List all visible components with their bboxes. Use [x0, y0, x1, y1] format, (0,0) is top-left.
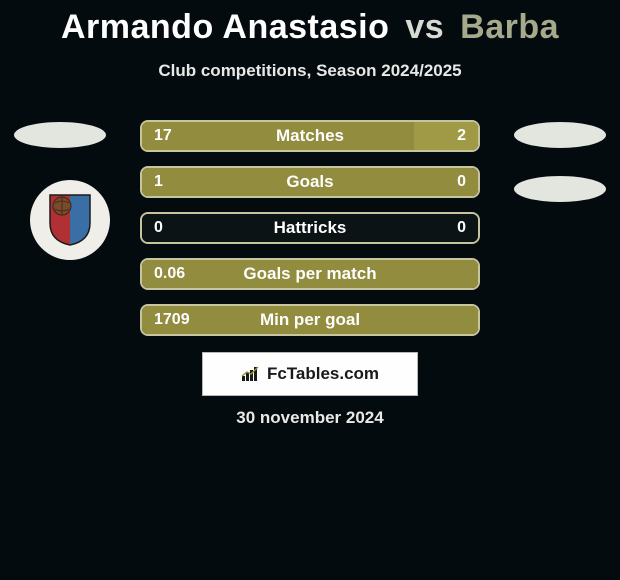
stat-row: 10Goals — [0, 166, 620, 212]
stat-rows: 172Matches10Goals00Hattricks0.06Goals pe… — [0, 120, 620, 350]
bar-chart-icon — [241, 366, 261, 382]
stat-row: 0.06Goals per match — [0, 258, 620, 304]
title: Armando Anastasio vs Barba — [0, 0, 620, 47]
stat-bar-right: 0 — [176, 214, 478, 242]
stat-value-left: 0 — [142, 219, 163, 237]
stat-bar: 00 — [140, 212, 480, 244]
stat-row: 1709Min per goal — [0, 304, 620, 350]
stat-value-right: 0 — [457, 173, 478, 191]
title-vs: vs — [405, 8, 444, 46]
stat-row: 00Hattricks — [0, 212, 620, 258]
stat-value-left: 1709 — [142, 311, 190, 329]
stat-bar: 1709 — [140, 304, 480, 336]
stat-row: 172Matches — [0, 120, 620, 166]
stat-bar: 10 — [140, 166, 480, 198]
stat-bar-left: 0.06 — [142, 260, 478, 288]
infographic-date: 30 november 2024 — [0, 408, 620, 428]
stat-bar-left: 1 — [142, 168, 478, 196]
subtitle: Club competitions, Season 2024/2025 — [0, 61, 620, 81]
brand-box: FcTables.com — [202, 352, 418, 396]
stat-value-left: 17 — [142, 127, 172, 145]
infographic-root: Armando Anastasio vs Barba Club competit… — [0, 0, 620, 580]
stat-value-left: 0.06 — [142, 265, 185, 283]
title-player2: Barba — [460, 8, 559, 46]
stat-bar-left: 1709 — [142, 306, 478, 334]
stat-bar-left: 0 — [142, 214, 176, 242]
stat-value-right: 0 — [457, 219, 478, 237]
stat-bar-left: 17 — [142, 122, 414, 150]
stat-value-left: 1 — [142, 173, 163, 191]
stat-bar: 17 2 — [140, 120, 480, 152]
stat-bar-right: 2 — [414, 122, 478, 150]
stat-bar: 0.06 — [140, 258, 480, 290]
stat-value-right: 2 — [457, 127, 478, 145]
brand-text: FcTables.com — [267, 364, 379, 384]
title-player1: Armando Anastasio — [61, 8, 389, 46]
